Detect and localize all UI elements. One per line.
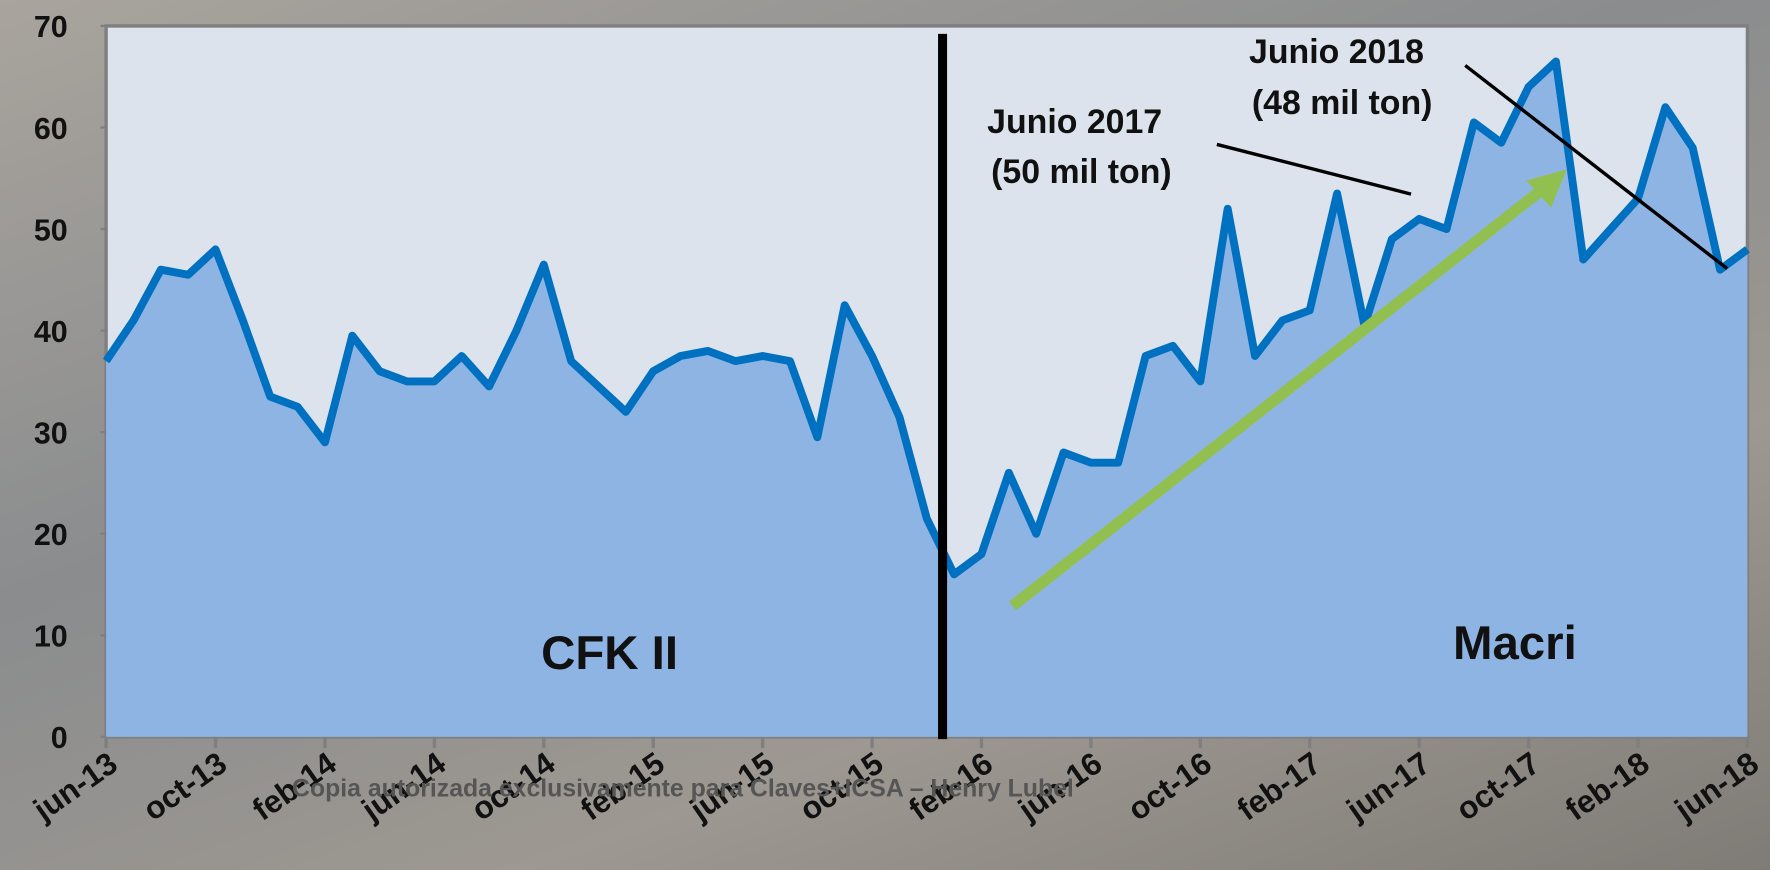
x-tick-label: jun-17	[1339, 745, 1437, 828]
y-tick-label: 40	[34, 315, 68, 349]
y-tick-label: 0	[51, 721, 68, 755]
x-tick-label: oct-17	[1449, 745, 1546, 828]
x-tick-label: oct-13	[136, 745, 233, 828]
annotation: (48 mil ton)	[1252, 84, 1433, 122]
y-tick-label: 20	[34, 518, 68, 552]
watermark: Copia autorizada exclusivamente para Cla…	[292, 776, 1074, 803]
page: Junio 2017 (50 mil ton) Junio 2018 (48 m…	[0, 0, 1770, 870]
y-tick-label: 10	[34, 620, 68, 654]
y-tick-label: 60	[34, 112, 68, 146]
y-tick-label: 50	[34, 213, 68, 247]
x-tick-label: jun-13	[26, 745, 124, 828]
annotation: Junio 2018	[1249, 33, 1424, 71]
chart: Junio 2017 (50 mil ton) Junio 2018 (48 m…	[0, 0, 1770, 870]
y-tick-label: 70	[34, 10, 68, 44]
annotation: (50 mil ton)	[991, 153, 1172, 191]
x-tick-label: jun-18	[1667, 745, 1765, 828]
x-tick-label: oct-16	[1121, 745, 1218, 828]
period-label: CFK II	[541, 627, 678, 680]
x-tick-label: feb-18	[1559, 745, 1656, 828]
y-tick-label: 30	[34, 416, 68, 450]
x-tick-label: feb-17	[1230, 745, 1327, 828]
annotation: Junio 2017	[987, 103, 1162, 141]
period-label: Macri	[1453, 617, 1577, 670]
